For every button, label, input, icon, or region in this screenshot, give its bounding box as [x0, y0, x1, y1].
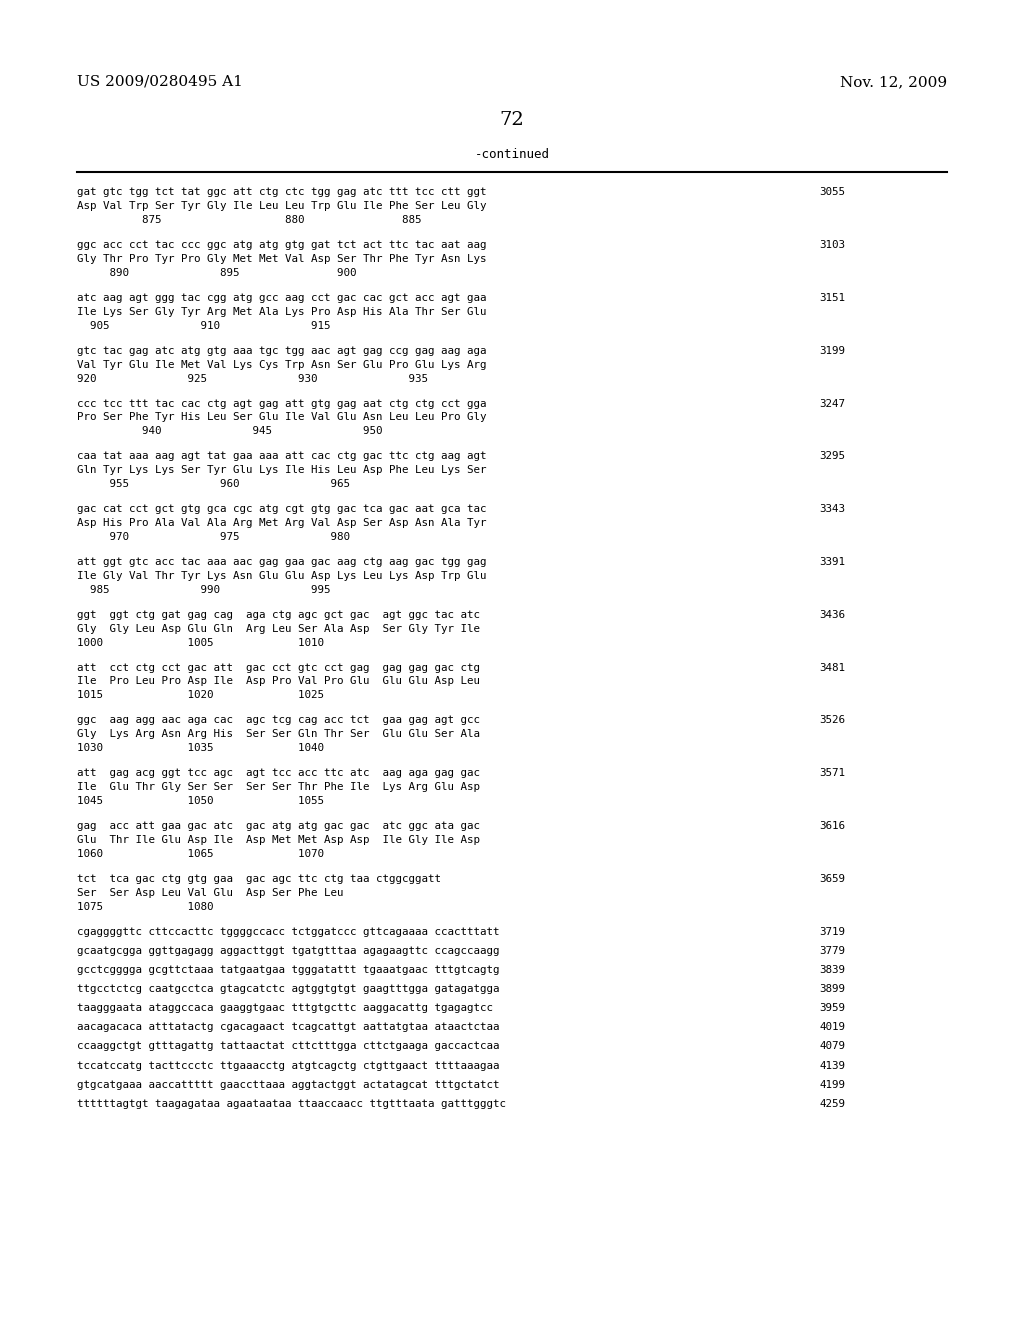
Text: 3247: 3247 [819, 399, 845, 409]
Text: 3839: 3839 [819, 965, 845, 975]
Text: att ggt gtc acc tac aaa aac gag gaa gac aag ctg aag gac tgg gag: att ggt gtc acc tac aaa aac gag gaa gac … [77, 557, 486, 568]
Text: 4079: 4079 [819, 1041, 845, 1052]
Text: 3659: 3659 [819, 874, 845, 884]
Text: 4259: 4259 [819, 1098, 845, 1109]
Text: Asp His Pro Ala Val Ala Arg Met Arg Val Asp Ser Asp Asn Ala Tyr: Asp His Pro Ala Val Ala Arg Met Arg Val … [77, 517, 486, 528]
Text: -continued: -continued [474, 148, 550, 161]
Text: 1000             1005             1010: 1000 1005 1010 [77, 638, 324, 648]
Text: Ile Lys Ser Gly Tyr Arg Met Ala Lys Pro Asp His Ala Thr Ser Glu: Ile Lys Ser Gly Tyr Arg Met Ala Lys Pro … [77, 306, 486, 317]
Text: 905              910              915: 905 910 915 [77, 321, 331, 331]
Text: 3343: 3343 [819, 504, 845, 515]
Text: aacagacaca atttatactg cgacagaact tcagcattgt aattatgtaa ataactctaa: aacagacaca atttatactg cgacagaact tcagcat… [77, 1022, 500, 1032]
Text: Ser  Ser Asp Leu Val Glu  Asp Ser Phe Leu: Ser Ser Asp Leu Val Glu Asp Ser Phe Leu [77, 887, 343, 898]
Text: 3391: 3391 [819, 557, 845, 568]
Text: Ile  Pro Leu Pro Asp Ile  Asp Pro Val Pro Glu  Glu Glu Asp Leu: Ile Pro Leu Pro Asp Ile Asp Pro Val Pro … [77, 676, 480, 686]
Text: 890              895               900: 890 895 900 [77, 268, 356, 279]
Text: 4019: 4019 [819, 1022, 845, 1032]
Text: 1075             1080: 1075 1080 [77, 902, 213, 912]
Text: ccaaggctgt gtttagattg tattaactat cttctttgga cttctgaaga gaccactcaa: ccaaggctgt gtttagattg tattaactat cttcttt… [77, 1041, 500, 1052]
Text: 955              960              965: 955 960 965 [77, 479, 350, 490]
Text: 3616: 3616 [819, 821, 845, 832]
Text: 3719: 3719 [819, 927, 845, 937]
Text: ccc tcc ttt tac cac ctg agt gag att gtg gag aat ctg ctg cct gga: ccc tcc ttt tac cac ctg agt gag att gtg … [77, 399, 486, 409]
Text: 920              925              930              935: 920 925 930 935 [77, 374, 428, 384]
Text: 3526: 3526 [819, 715, 845, 726]
Text: 4139: 4139 [819, 1060, 845, 1071]
Text: 1060             1065             1070: 1060 1065 1070 [77, 849, 324, 859]
Text: caa tat aaa aag agt tat gaa aaa att cac ctg gac ttc ctg aag agt: caa tat aaa aag agt tat gaa aaa att cac … [77, 451, 486, 462]
Text: 1015             1020             1025: 1015 1020 1025 [77, 690, 324, 701]
Text: att  cct ctg cct gac att  gac cct gtc cct gag  gag gag gac ctg: att cct ctg cct gac att gac cct gtc cct … [77, 663, 480, 673]
Text: tct  tca gac ctg gtg gaa  gac agc ttc ctg taa ctggcggatt: tct tca gac ctg gtg gaa gac agc ttc ctg … [77, 874, 440, 884]
Text: 3103: 3103 [819, 240, 845, 251]
Text: taagggaata ataggccaca gaaggtgaac tttgtgcttc aaggacattg tgagagtcc: taagggaata ataggccaca gaaggtgaac tttgtgc… [77, 1003, 493, 1014]
Text: 3571: 3571 [819, 768, 845, 779]
Text: 3055: 3055 [819, 187, 845, 198]
Text: 1030             1035             1040: 1030 1035 1040 [77, 743, 324, 754]
Text: gat gtc tgg tct tat ggc att ctg ctc tgg gag atc ttt tcc ctt ggt: gat gtc tgg tct tat ggc att ctg ctc tgg … [77, 187, 486, 198]
Text: ggt  ggt ctg gat gag cag  aga ctg agc gct gac  agt ggc tac atc: ggt ggt ctg gat gag cag aga ctg agc gct … [77, 610, 480, 620]
Text: ttgcctctcg caatgcctca gtagcatctc agtggtgtgt gaagtttgga gatagatgga: ttgcctctcg caatgcctca gtagcatctc agtggtg… [77, 983, 500, 994]
Text: ttttttagtgt taagagataa agaataataa ttaaccaacc ttgtttaata gatttgggtc: ttttttagtgt taagagataa agaataataa ttaacc… [77, 1098, 506, 1109]
Text: Gln Tyr Lys Lys Ser Tyr Glu Lys Ile His Leu Asp Phe Leu Lys Ser: Gln Tyr Lys Lys Ser Tyr Glu Lys Ile His … [77, 465, 486, 475]
Text: 3436: 3436 [819, 610, 845, 620]
Text: 875                   880               885: 875 880 885 [77, 215, 421, 226]
Text: 970              975              980: 970 975 980 [77, 532, 350, 543]
Text: US 2009/0280495 A1: US 2009/0280495 A1 [77, 75, 243, 88]
Text: Glu  Thr Ile Glu Asp Ile  Asp Met Met Asp Asp  Ile Gly Ile Asp: Glu Thr Ile Glu Asp Ile Asp Met Met Asp … [77, 834, 480, 845]
Text: gcaatgcgga ggttgagagg aggacttggt tgatgtttaa agagaagttc ccagccaagg: gcaatgcgga ggttgagagg aggacttggt tgatgtt… [77, 945, 500, 956]
Text: ggc acc cct tac ccc ggc atg atg gtg gat tct act ttc tac aat aag: ggc acc cct tac ccc ggc atg atg gtg gat … [77, 240, 486, 251]
Text: 940              945              950: 940 945 950 [77, 426, 382, 437]
Text: Gly  Lys Arg Asn Arg His  Ser Ser Gln Thr Ser  Glu Glu Ser Ala: Gly Lys Arg Asn Arg His Ser Ser Gln Thr … [77, 729, 480, 739]
Text: 3199: 3199 [819, 346, 845, 356]
Text: 3899: 3899 [819, 983, 845, 994]
Text: Ile  Glu Thr Gly Ser Ser  Ser Ser Thr Phe Ile  Lys Arg Glu Asp: Ile Glu Thr Gly Ser Ser Ser Ser Thr Phe … [77, 781, 480, 792]
Text: 985              990              995: 985 990 995 [77, 585, 331, 595]
Text: Nov. 12, 2009: Nov. 12, 2009 [840, 75, 947, 88]
Text: gcctcgggga gcgttctaaa tatgaatgaa tgggatattt tgaaatgaac tttgtcagtg: gcctcgggga gcgttctaaa tatgaatgaa tgggata… [77, 965, 500, 975]
Text: 3481: 3481 [819, 663, 845, 673]
Text: att  gag acg ggt tcc agc  agt tcc acc ttc atc  aag aga gag gac: att gag acg ggt tcc agc agt tcc acc ttc … [77, 768, 480, 779]
Text: 3151: 3151 [819, 293, 845, 304]
Text: ggc  aag agg aac aga cac  agc tcg cag acc tct  gaa gag agt gcc: ggc aag agg aac aga cac agc tcg cag acc … [77, 715, 480, 726]
Text: Pro Ser Phe Tyr His Leu Ser Glu Ile Val Glu Asn Leu Leu Pro Gly: Pro Ser Phe Tyr His Leu Ser Glu Ile Val … [77, 412, 486, 422]
Text: atc aag agt ggg tac cgg atg gcc aag cct gac cac gct acc agt gaa: atc aag agt ggg tac cgg atg gcc aag cct … [77, 293, 486, 304]
Text: 4199: 4199 [819, 1080, 845, 1090]
Text: 1045             1050             1055: 1045 1050 1055 [77, 796, 324, 807]
Text: Val Tyr Glu Ile Met Val Lys Cys Trp Asn Ser Glu Pro Glu Lys Arg: Val Tyr Glu Ile Met Val Lys Cys Trp Asn … [77, 359, 486, 370]
Text: Gly Thr Pro Tyr Pro Gly Met Met Val Asp Ser Thr Phe Tyr Asn Lys: Gly Thr Pro Tyr Pro Gly Met Met Val Asp … [77, 253, 486, 264]
Text: 3779: 3779 [819, 945, 845, 956]
Text: 72: 72 [500, 111, 524, 129]
Text: gtc tac gag atc atg gtg aaa tgc tgg aac agt gag ccg gag aag aga: gtc tac gag atc atg gtg aaa tgc tgg aac … [77, 346, 486, 356]
Text: 3959: 3959 [819, 1003, 845, 1014]
Text: cgaggggttc cttccacttc tggggccacc tctggatccc gttcagaaaa ccactttatt: cgaggggttc cttccacttc tggggccacc tctggat… [77, 927, 500, 937]
Text: tccatccatg tacttccctc ttgaaacctg atgtcagctg ctgttgaact ttttaaagaa: tccatccatg tacttccctc ttgaaacctg atgtcag… [77, 1060, 500, 1071]
Text: 3295: 3295 [819, 451, 845, 462]
Text: Ile Gly Val Thr Tyr Lys Asn Glu Glu Asp Lys Leu Lys Asp Trp Glu: Ile Gly Val Thr Tyr Lys Asn Glu Glu Asp … [77, 570, 486, 581]
Text: gag  acc att gaa gac atc  gac atg atg gac gac  atc ggc ata gac: gag acc att gaa gac atc gac atg atg gac … [77, 821, 480, 832]
Text: gac cat cct gct gtg gca cgc atg cgt gtg gac tca gac aat gca tac: gac cat cct gct gtg gca cgc atg cgt gtg … [77, 504, 486, 515]
Text: Gly  Gly Leu Asp Glu Gln  Arg Leu Ser Ala Asp  Ser Gly Tyr Ile: Gly Gly Leu Asp Glu Gln Arg Leu Ser Ala … [77, 623, 480, 634]
Text: gtgcatgaaa aaccattttt gaaccttaaa aggtactggt actatagcat tttgctatct: gtgcatgaaa aaccattttt gaaccttaaa aggtact… [77, 1080, 500, 1090]
Text: Asp Val Trp Ser Tyr Gly Ile Leu Leu Trp Glu Ile Phe Ser Leu Gly: Asp Val Trp Ser Tyr Gly Ile Leu Leu Trp … [77, 201, 486, 211]
